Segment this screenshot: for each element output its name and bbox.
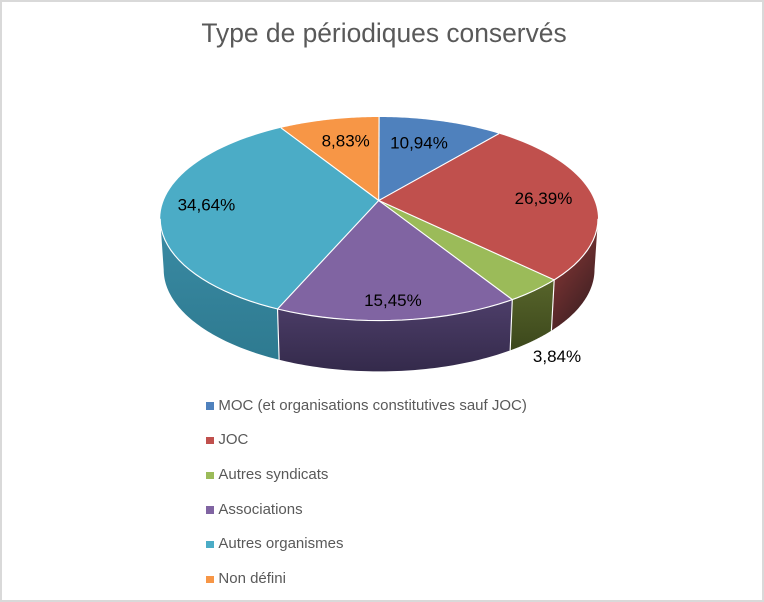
- svg-text:15,45%: 15,45%: [364, 291, 422, 310]
- svg-text:34,64%: 34,64%: [178, 195, 236, 214]
- svg-text:10,94%: 10,94%: [390, 133, 448, 152]
- svg-text:8,83%: 8,83%: [322, 132, 370, 151]
- svg-text:26,39%: 26,39%: [515, 189, 573, 208]
- svg-text:3,84%: 3,84%: [533, 347, 581, 366]
